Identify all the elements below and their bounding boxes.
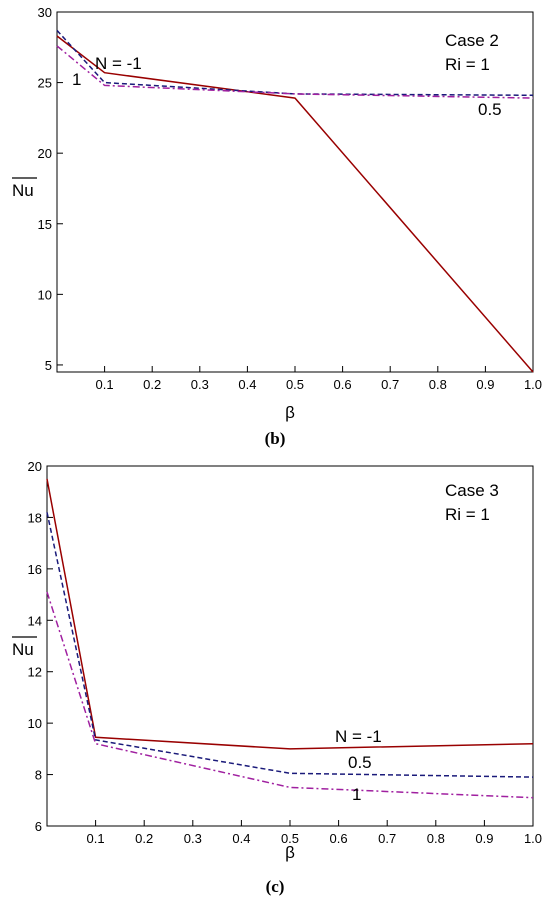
y-tick-label-c: 6 <box>35 819 42 834</box>
series-label-c-0-5: 0.5 <box>348 753 372 772</box>
caption-c: (c) <box>266 877 285 896</box>
case-label-b: Case 2 <box>445 31 499 50</box>
series-line-c-0 <box>46 478 534 750</box>
series-lines-c <box>46 478 534 799</box>
x-tick-label-b: 0.6 <box>334 377 352 392</box>
x-tick-label-c: 0.9 <box>475 831 493 846</box>
y-tick-label-b: 5 <box>45 358 52 373</box>
panel-b: 0.1 0.2 0.3 0.4 0.5 0.6 0.7 0.8 0.9 1.0 5 10 15 20 25… <box>12 5 542 448</box>
y-tick-label-c: 14 <box>28 613 42 628</box>
y-tick-label-c: 12 <box>28 665 42 680</box>
x-axis-label-b: β <box>285 403 295 422</box>
caption-b: (b) <box>265 429 286 448</box>
y-tick-label-b: 30 <box>38 5 52 20</box>
x-tick-label-b: 0.5 <box>286 377 304 392</box>
x-tick-label-b: 0.1 <box>96 377 114 392</box>
x-tick-label-b: 0.9 <box>476 377 494 392</box>
x-tick-label-b: 0.3 <box>191 377 209 392</box>
x-ticks-c: 0.1 0.2 0.3 0.4 0.5 0.6 0.7 0.8 0.9 1.0 <box>87 820 542 846</box>
series-line-c-2 <box>46 591 534 799</box>
x-tick-label-c: 0.6 <box>330 831 348 846</box>
x-tick-label-c: 0.1 <box>87 831 105 846</box>
y-axis-label-b: Nu <box>12 181 34 200</box>
series-line-b-0 <box>56 35 534 373</box>
series-label-c-1: 1 <box>352 785 361 804</box>
ri-label-c: Ri = 1 <box>445 505 490 524</box>
y-tick-label-b: 10 <box>38 287 52 302</box>
y-tick-label-b: 25 <box>38 76 52 91</box>
x-tick-label-c: 0.2 <box>135 831 153 846</box>
y-axis-label-c: Nu <box>12 640 34 659</box>
series-line-b-2 <box>56 45 534 99</box>
series-label-c-n-minus-1: N = -1 <box>335 727 382 746</box>
x-tick-label-c: 0.8 <box>427 831 445 846</box>
x-tick-label-c: 0.3 <box>184 831 202 846</box>
panel-c: 0.1 0.2 0.3 0.4 0.5 0.6 0.7 0.8 0.9 1.0 6 8 10 12 14 1… <box>12 459 542 896</box>
x-tick-label-c: 0.4 <box>232 831 250 846</box>
y-ticks-b: 5 10 15 20 25 30 <box>38 5 63 373</box>
y-tick-label-c: 20 <box>28 459 42 474</box>
case-label-c: Case 3 <box>445 481 499 500</box>
x-tick-label-b: 0.8 <box>429 377 447 392</box>
x-tick-label-b: 1.0 <box>524 377 542 392</box>
ri-label-b: Ri = 1 <box>445 55 490 74</box>
y-tick-label-c: 18 <box>28 510 42 525</box>
series-label-b-n-minus-1: N = -1 <box>95 54 142 73</box>
x-tick-label-c: 1.0 <box>524 831 542 846</box>
y-tick-label-b: 15 <box>38 217 52 232</box>
y-tick-label-c: 10 <box>28 716 42 731</box>
x-tick-label-b: 0.4 <box>238 377 256 392</box>
series-line-c-1 <box>46 512 534 778</box>
y-tick-label-c: 16 <box>28 562 42 577</box>
y-tick-label-c: 8 <box>35 768 42 783</box>
x-tick-label-b: 0.2 <box>143 377 161 392</box>
series-label-b-1: 1 <box>72 70 81 89</box>
y-tick-label-b: 20 <box>38 146 52 161</box>
x-tick-label-c: 0.7 <box>378 831 396 846</box>
x-ticks-b: 0.1 0.2 0.3 0.4 0.5 0.6 0.7 0.8 0.9 1.0 <box>96 366 542 392</box>
series-label-b-0-5: 0.5 <box>478 100 502 119</box>
x-axis-label-c: β <box>285 843 295 862</box>
series-line-b-1 <box>56 29 534 97</box>
x-tick-label-b: 0.7 <box>381 377 399 392</box>
y-ticks-c: 6 8 10 12 14 16 18 20 <box>28 459 53 834</box>
x-tick-label-c: 0.5 <box>281 831 299 846</box>
series-lines-b <box>56 29 534 373</box>
